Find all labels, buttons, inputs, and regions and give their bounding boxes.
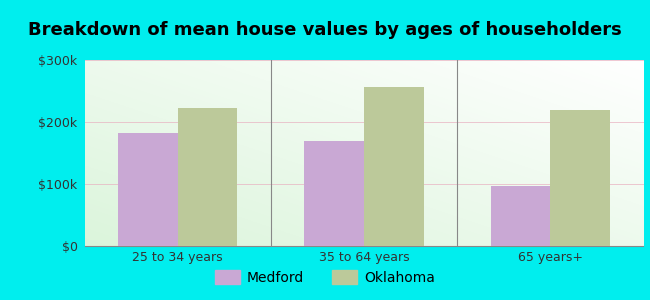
- Bar: [491, 186, 551, 246]
- Legend: Medford, Oklahoma: Medford, Oklahoma: [209, 264, 441, 290]
- Bar: [118, 133, 177, 246]
- Bar: [177, 108, 237, 246]
- Bar: [364, 87, 424, 246]
- Text: Breakdown of mean house values by ages of householders: Breakdown of mean house values by ages o…: [28, 21, 622, 39]
- Bar: [551, 110, 610, 246]
- Bar: [304, 141, 364, 246]
